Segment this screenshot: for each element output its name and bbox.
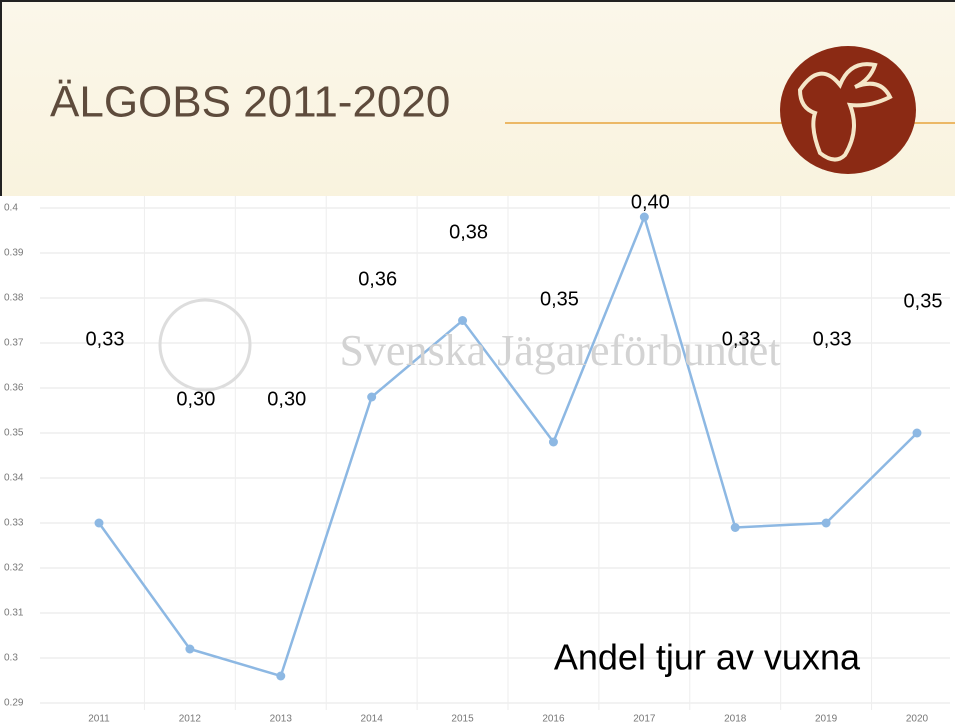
point [548,437,558,447]
plot-area [0,196,955,727]
y-tick-label: 0.39 [4,248,24,259]
x-tick-label: 2015 [451,714,474,725]
point [821,518,831,528]
data-label: 0,30 [176,388,215,410]
data-label: 0,36 [358,268,397,290]
x-tick-label: 2013 [270,714,293,725]
point [912,428,922,438]
y-tick-label: 0.3 [4,653,18,664]
y-tick-label: 0.4 [4,203,18,214]
data-label: 0,35 [540,288,579,310]
point [730,523,740,532]
x-tick-label: 2014 [361,714,384,725]
data-label: 0,33 [813,328,852,350]
y-tick-label: 0.34 [4,473,24,484]
y-tick-label: 0.33 [4,518,24,529]
y-tick-label: 0.32 [4,563,24,574]
x-tick-label: 2020 [906,714,929,725]
point [185,644,195,654]
watermark-seal [158,298,252,392]
line [97,213,918,678]
x-tick-label: 2017 [633,714,656,725]
y-tick-label: 0.29 [4,698,24,709]
watermark: Svenska Jägareförbundet [339,326,780,375]
data-label: 0,35 [904,290,943,312]
y-tick-label: 0.31 [4,608,24,619]
x-tick-label: 2011 [88,714,110,725]
chart-title: ÄLGOBS 2011-2020 [50,78,450,127]
data-label: 0,30 [267,388,306,410]
x-tick-label: 2016 [542,714,565,725]
y-tick-label: 0.38 [4,293,24,304]
y-tick-label: 0.36 [4,383,24,394]
y-tick-label: 0.35 [4,428,24,439]
point [94,518,104,528]
point [276,671,286,681]
x-tick-label: 2018 [724,714,747,725]
x-tick-label: 2012 [179,714,202,725]
point [458,316,468,325]
point [367,392,377,402]
data-label: 0,38 [449,221,488,243]
x-tick-label: 2019 [815,714,838,725]
data-label: 0,33 [86,328,125,350]
data-label: 0,33 [722,328,761,350]
data-label: 0,40 [631,191,670,213]
y-tick-label: 0.37 [4,338,24,349]
logo [780,46,916,174]
annotation: Andel tjur av vuxna [554,637,861,678]
point [639,212,649,222]
